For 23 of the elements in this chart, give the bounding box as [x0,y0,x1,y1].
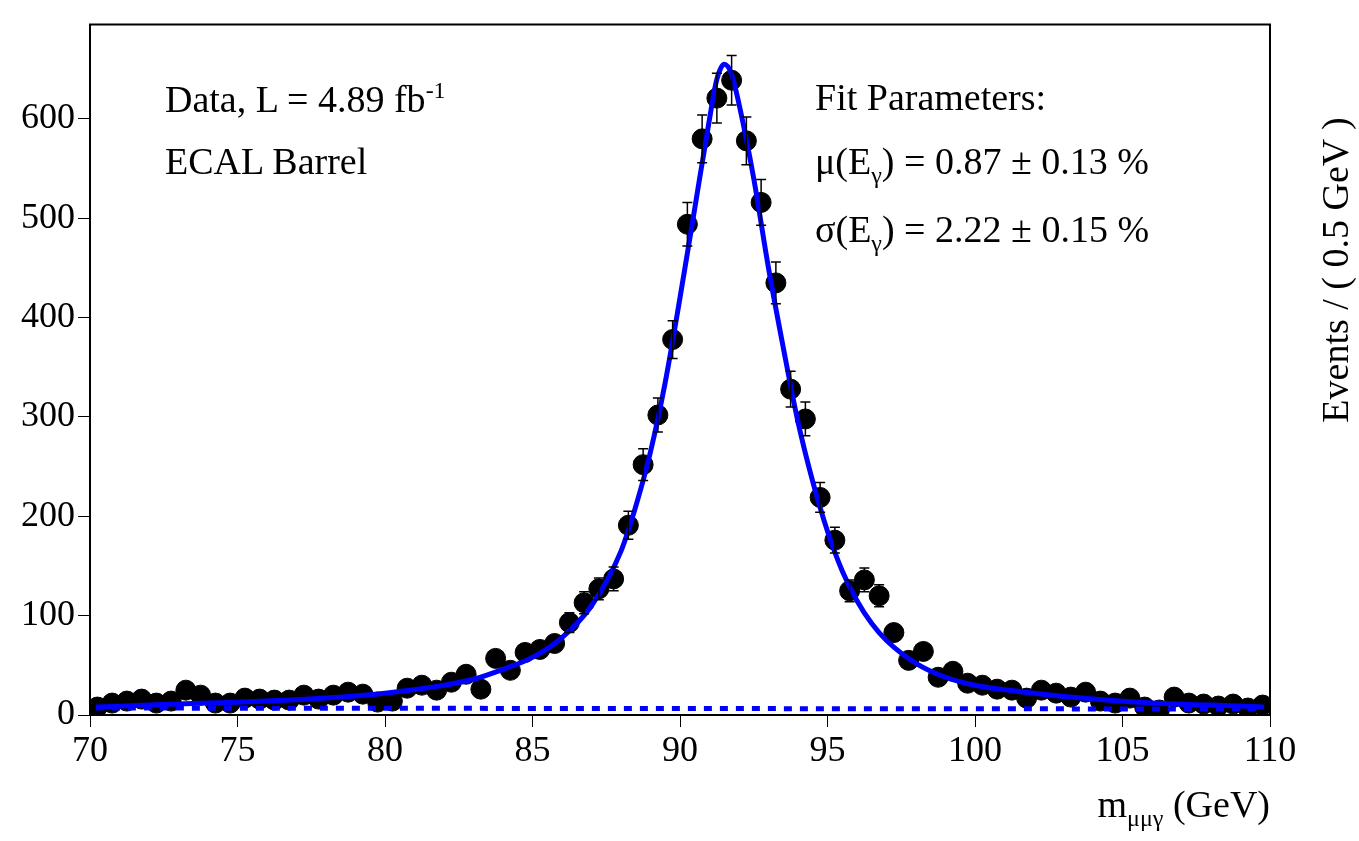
y-tick-label: 0 [57,692,75,733]
x-tick-label: 95 [809,729,846,770]
annotation: Fit Parameters: [815,76,1047,118]
annotation: σ(E$_{γ}$) = 2.22 ± 0.15 % [815,208,1150,256]
y-tick-label: 500 [21,195,75,236]
x-tick-label: 100 [948,729,1002,770]
x-axis-title: m$_{μμγ}$ (GeV) [1097,783,1270,831]
y-tick-label: 400 [21,295,75,336]
x-tick-label: 70 [72,729,108,770]
y-tick-label: 200 [21,493,75,534]
x-tick-label: 110 [1243,729,1297,770]
y-axis-title: Events / ( 0.5 GeV ) [1314,117,1356,423]
x-tick-label: 80 [367,729,403,770]
y-tick-label: 100 [21,593,75,634]
y-tick-label: 300 [21,394,75,435]
x-tick-label: 75 [219,729,256,770]
x-tick-label: 90 [662,729,698,770]
x-tick-label: 85 [514,729,551,770]
y-tick-label: 600 [21,96,75,137]
annotation: Data, L = 4.89 fb$^{-1}$ [165,77,446,120]
x-tick-label: 105 [1095,729,1150,770]
annotation: μ(E$_{γ}$) = 0.87 ± 0.13 % [815,140,1149,188]
annotation: ECAL Barrel [165,140,368,182]
